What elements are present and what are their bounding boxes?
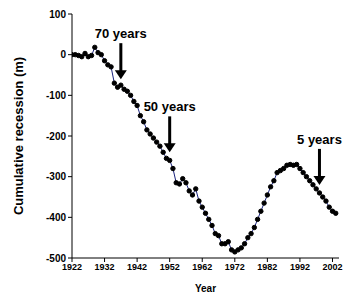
svg-text:1982: 1982 — [257, 262, 277, 272]
svg-text:100: 100 — [49, 9, 66, 20]
svg-text:-300: -300 — [46, 171, 66, 182]
svg-text:-200: -200 — [46, 131, 66, 142]
svg-text:Cumulative recession (m): Cumulative recession (m) — [11, 57, 26, 215]
svg-text:-500: -500 — [46, 253, 66, 264]
svg-text:5 years: 5 years — [297, 132, 342, 147]
svg-text:Year: Year — [195, 283, 216, 294]
svg-text:1992: 1992 — [290, 262, 310, 272]
svg-text:-400: -400 — [46, 212, 66, 223]
svg-text:1952: 1952 — [160, 262, 180, 272]
svg-text:1932: 1932 — [95, 262, 115, 272]
svg-text:0: 0 — [60, 49, 66, 60]
svg-text:-100: -100 — [46, 90, 66, 101]
svg-text:1942: 1942 — [127, 262, 147, 272]
svg-text:1962: 1962 — [192, 262, 212, 272]
svg-text:70 years: 70 years — [95, 26, 147, 41]
svg-text:50 years: 50 years — [144, 99, 196, 114]
svg-text:1972: 1972 — [225, 262, 245, 272]
svg-text:1922: 1922 — [62, 262, 82, 272]
svg-text:2002: 2002 — [322, 262, 342, 272]
